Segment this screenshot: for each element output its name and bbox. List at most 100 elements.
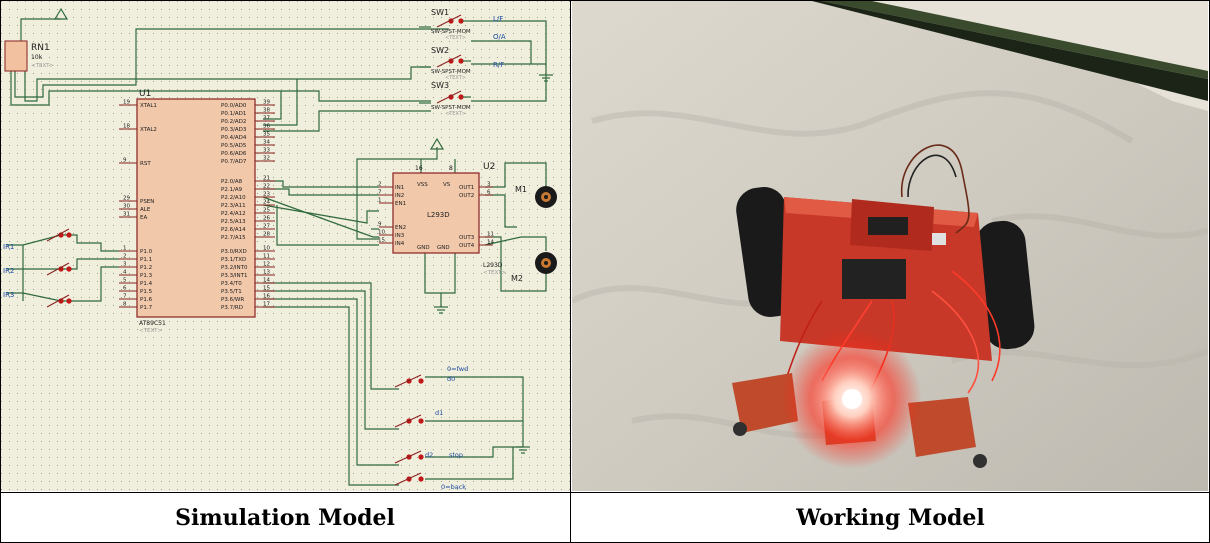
u2-gnd-label: GND [417, 245, 430, 251]
u1-pin-name: PSEN [140, 199, 154, 205]
u2-pin-number: 16 [415, 165, 423, 172]
floor-edge [832, 1, 1208, 111]
u1-pin-name: XTAL1 [140, 103, 157, 109]
switch-lever [394, 450, 422, 464]
u1-pin-number: 26 [263, 216, 270, 222]
right-wheel [975, 220, 1035, 350]
switch-contact [418, 418, 424, 424]
led-icon [842, 389, 862, 409]
u2-pin-number: 6 [487, 190, 491, 196]
switch-contact [418, 454, 424, 460]
switch-lever [46, 228, 70, 242]
u1-pin-name: P1.2 [140, 265, 152, 271]
switch-lever [436, 14, 462, 28]
u2-pin-number: 8 [449, 165, 453, 172]
switch-ref: SW2 [431, 46, 449, 55]
net-label: O/A [493, 33, 506, 41]
u1-pin-name: P1.5 [140, 289, 153, 295]
wires [7, 18, 547, 486]
u1-text-tag: <TEXT> [139, 328, 162, 334]
u1-pin-number: 9 [123, 158, 127, 164]
u2-pin-number: 11 [487, 232, 494, 238]
top-switches: SW1SW-SPST-MOM<TEXT>L/FSW2SW-SPST-MOM<TE… [419, 8, 506, 117]
motor-m2-label: M2 [511, 274, 523, 283]
u1-pin-name: P1.3 [140, 273, 153, 279]
u1-pin-name: ALE [140, 207, 151, 213]
u1-pin-number: 7 [123, 294, 127, 300]
floor-border-strip [822, 1, 1208, 79]
u1-pin-number: 39 [263, 100, 270, 106]
u2-gnd-label: GND [437, 245, 450, 251]
u2-ic-body [392, 172, 480, 254]
rn1-resistor-network [4, 40, 28, 72]
u2-pin-number: 14 [487, 240, 494, 246]
u1-pin-name: P1.1 [140, 257, 152, 263]
u1-pin-number: 15 [263, 286, 270, 292]
ir-sensor-left [732, 373, 798, 433]
u1-pin-name: P1.6 [140, 297, 153, 303]
ground-symbols [434, 74, 553, 454]
u1-pin-name: P3.1/TXD [221, 257, 246, 263]
u1-pin-number: 33 [263, 148, 270, 154]
u1-right-pins: 39 P0.0/AD0 38 P0.1/AD1 37 P0.2/AD2 36 P0.3/AD3… [221, 100, 275, 311]
switch-lever [394, 414, 422, 428]
u1-pin-name: P2.0/A8 [221, 179, 243, 185]
net-label: R/F [493, 61, 504, 69]
rn1-ref: RN1 [31, 43, 50, 53]
u1-pin-number: 6 [123, 286, 127, 292]
switch-contact [66, 266, 72, 272]
caption-simulation-model: Simulation Model [175, 505, 395, 531]
u2-pin-name: OUT3 [459, 235, 475, 241]
u1-pin-name: P2.2/A10 [221, 195, 246, 201]
u1-pin-name: P3.4/T0 [221, 281, 242, 287]
u1-pin-name: P2.1/A9 [221, 187, 243, 193]
working-model-photo [572, 1, 1208, 491]
ir-sensor-right [908, 397, 976, 457]
u1-pin-number: 10 [263, 246, 270, 252]
direction-switch-label: d2 [425, 451, 433, 459]
switch-lever [394, 374, 422, 388]
u2-pin-name: IN1 [395, 185, 404, 191]
switch-part: SW-SPST-MOM [431, 69, 471, 75]
robot-photo-illustration [572, 1, 1208, 491]
u1-pin-number: 24 [263, 200, 270, 206]
u1-pin-number: 17 [263, 302, 270, 308]
motor-m1: M1 [515, 185, 557, 208]
u1-pin-name: P0.3/AD3 [221, 127, 247, 133]
switch-text-tag: <TEXT> [445, 111, 466, 117]
u2-pin-name: EN2 [395, 225, 406, 231]
u1-pin-name: P3.7/RD [221, 305, 243, 311]
direction-switch-label: 0=back [441, 483, 466, 491]
schematic-grid [1, 1, 570, 491]
ir-sensor-label: IR3 [3, 291, 14, 299]
u2-vss-label: VSS [417, 182, 428, 188]
u2-part: L293D [427, 211, 450, 219]
u1-pin-name: P0.5/AD5 [221, 143, 247, 149]
u1-pin-number: 5 [123, 278, 127, 284]
u1-pin-number: 31 [123, 212, 130, 218]
u2-vs-label: VS [443, 182, 451, 188]
u1-pin-number: 36 [263, 124, 270, 130]
u1-pin-number: 29 [123, 196, 130, 202]
switch-contact [458, 18, 464, 24]
u1-part: AT89C51 [139, 320, 166, 327]
motor-m1-label: M1 [515, 185, 527, 194]
push-button [932, 233, 946, 245]
switch-lever [436, 90, 462, 104]
u2-pin-number: 3 [487, 182, 491, 188]
ir-sensor-label: IR2 [3, 267, 14, 275]
robot [732, 144, 1035, 469]
direction-switch-label: d1 [435, 409, 443, 417]
u1-pin-number: 12 [263, 262, 270, 268]
floor-border-strip [812, 1, 1208, 101]
u1-pin-number: 25 [263, 208, 270, 214]
u2-pin-name: OUT4 [459, 243, 475, 249]
direction-switch-label: 0=fwd [447, 365, 468, 373]
u1-pin-name: P0.0/AD0 [221, 103, 247, 109]
u1-pin-number: 21 [263, 176, 270, 182]
u1-pin-name: P3.3/INT1 [221, 273, 248, 279]
switch-text-tag: <TEXT> [445, 35, 466, 41]
u1-pin-name: EA [140, 215, 147, 221]
switch-contact [418, 476, 424, 482]
u1-pin-name: P3.6/WR [221, 297, 244, 303]
